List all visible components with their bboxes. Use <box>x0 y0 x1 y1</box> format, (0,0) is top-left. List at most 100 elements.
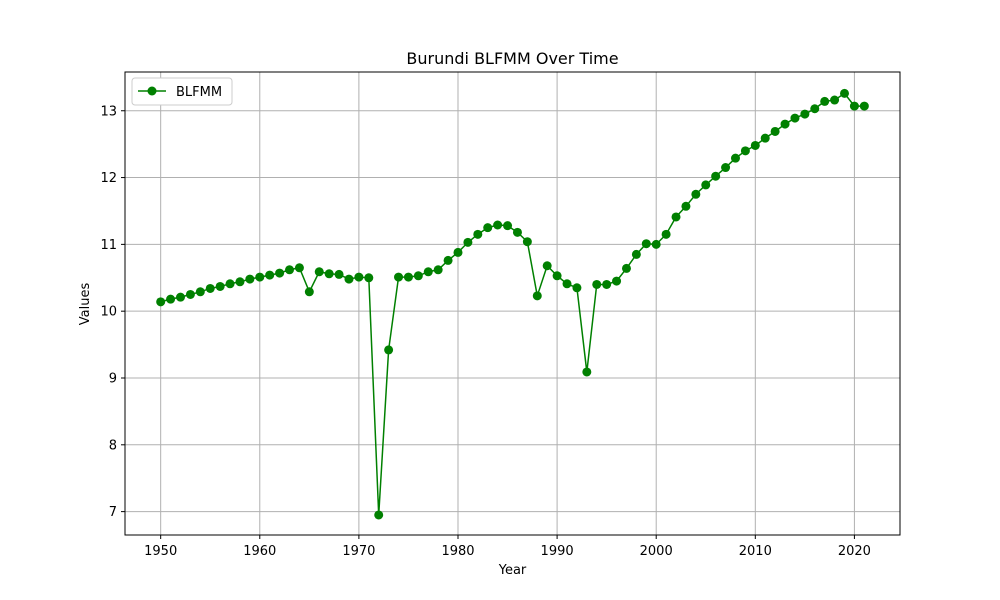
x-tick-label: 1950 <box>144 544 177 559</box>
y-tick-label: 11 <box>100 238 117 253</box>
data-point <box>413 271 423 281</box>
data-point <box>354 272 364 282</box>
x-axis-title: Year <box>498 563 527 578</box>
data-point <box>582 367 592 377</box>
data-point <box>423 267 433 277</box>
x-tick-label: 2020 <box>838 544 871 559</box>
x-tick-label: 1980 <box>441 544 474 559</box>
data-point <box>701 180 711 190</box>
data-point <box>394 272 404 282</box>
data-point <box>592 279 602 289</box>
data-point <box>225 279 235 289</box>
legend-label: BLFMM <box>176 85 222 100</box>
data-point <box>185 289 195 299</box>
data-point <box>384 345 394 355</box>
data-point <box>651 239 661 249</box>
data-point <box>572 283 582 293</box>
y-tick-label: 7 <box>109 505 117 520</box>
data-point <box>195 287 205 297</box>
data-point <box>800 109 810 119</box>
data-point <box>542 261 552 271</box>
legend-marker-sample <box>147 86 157 96</box>
data-point <box>849 101 859 111</box>
data-point <box>859 101 869 111</box>
y-tick-label: 9 <box>109 371 117 386</box>
data-point <box>621 263 631 273</box>
data-point <box>711 171 721 181</box>
y-axis-title: Values <box>78 283 93 326</box>
data-point <box>443 255 453 265</box>
data-point <box>166 294 176 304</box>
data-point <box>265 270 275 280</box>
grid-lines <box>125 72 900 535</box>
legend-box <box>131 77 233 106</box>
data-point <box>175 292 185 302</box>
data-point <box>820 96 830 106</box>
data-point <box>602 279 612 289</box>
data-point <box>324 269 334 279</box>
data-point <box>612 276 622 286</box>
data-point <box>255 272 265 282</box>
data-point <box>215 281 225 291</box>
legend: BLFMM <box>131 77 233 106</box>
data-point <box>552 271 562 281</box>
data-point <box>661 229 671 239</box>
y-tick-label: 10 <box>100 305 117 320</box>
data-point <box>810 104 820 114</box>
data-point <box>493 220 503 230</box>
data-point <box>830 95 840 105</box>
plot-area-frame <box>124 71 901 536</box>
x-axis: 1950 1960 1970 1980 1990 2000 2010 2020 <box>144 535 871 559</box>
data-point <box>235 277 245 287</box>
data-point <box>473 229 483 239</box>
y-axis: 7 8 9 10 11 12 13 <box>100 104 125 520</box>
data-point <box>532 291 542 301</box>
data-point <box>275 268 285 278</box>
x-tick-label: 1990 <box>541 544 574 559</box>
data-point <box>374 510 384 520</box>
data-point <box>730 153 740 163</box>
data-point <box>344 274 354 284</box>
data-point <box>156 297 166 307</box>
data-point <box>840 88 850 98</box>
data-point <box>671 212 681 222</box>
series-layer <box>156 88 869 520</box>
data-point <box>770 126 780 136</box>
data-point <box>314 267 324 277</box>
y-tick-label: 12 <box>100 171 117 186</box>
data-point <box>760 133 770 143</box>
data-point <box>304 287 314 297</box>
x-tick-label: 1970 <box>342 544 375 559</box>
data-point <box>512 227 522 237</box>
data-point <box>334 269 344 279</box>
data-point <box>562 279 572 289</box>
data-point <box>245 274 255 284</box>
y-tick-label: 8 <box>109 438 117 453</box>
data-point <box>433 265 443 275</box>
x-tick-label: 2000 <box>640 544 673 559</box>
data-point <box>750 140 760 150</box>
data-point <box>205 283 215 293</box>
data-point <box>522 237 532 247</box>
data-point <box>403 272 413 282</box>
data-point <box>691 189 701 199</box>
data-point <box>453 247 463 257</box>
data-point <box>681 201 691 211</box>
data-point <box>483 223 493 233</box>
data-point <box>294 263 304 273</box>
data-point <box>364 273 374 283</box>
x-tick-label: 2010 <box>739 544 772 559</box>
chart-title: Burundi BLFMM Over Time <box>406 49 618 68</box>
y-tick-label: 13 <box>100 104 117 119</box>
data-point <box>285 265 295 275</box>
data-point <box>463 237 473 247</box>
x-tick-label: 1960 <box>243 544 276 559</box>
data-point <box>790 113 800 123</box>
data-point <box>503 221 513 231</box>
data-point <box>641 239 651 249</box>
data-point <box>780 119 790 129</box>
data-point <box>721 163 731 173</box>
series-line-blfmm <box>160 92 865 516</box>
data-point <box>631 249 641 259</box>
